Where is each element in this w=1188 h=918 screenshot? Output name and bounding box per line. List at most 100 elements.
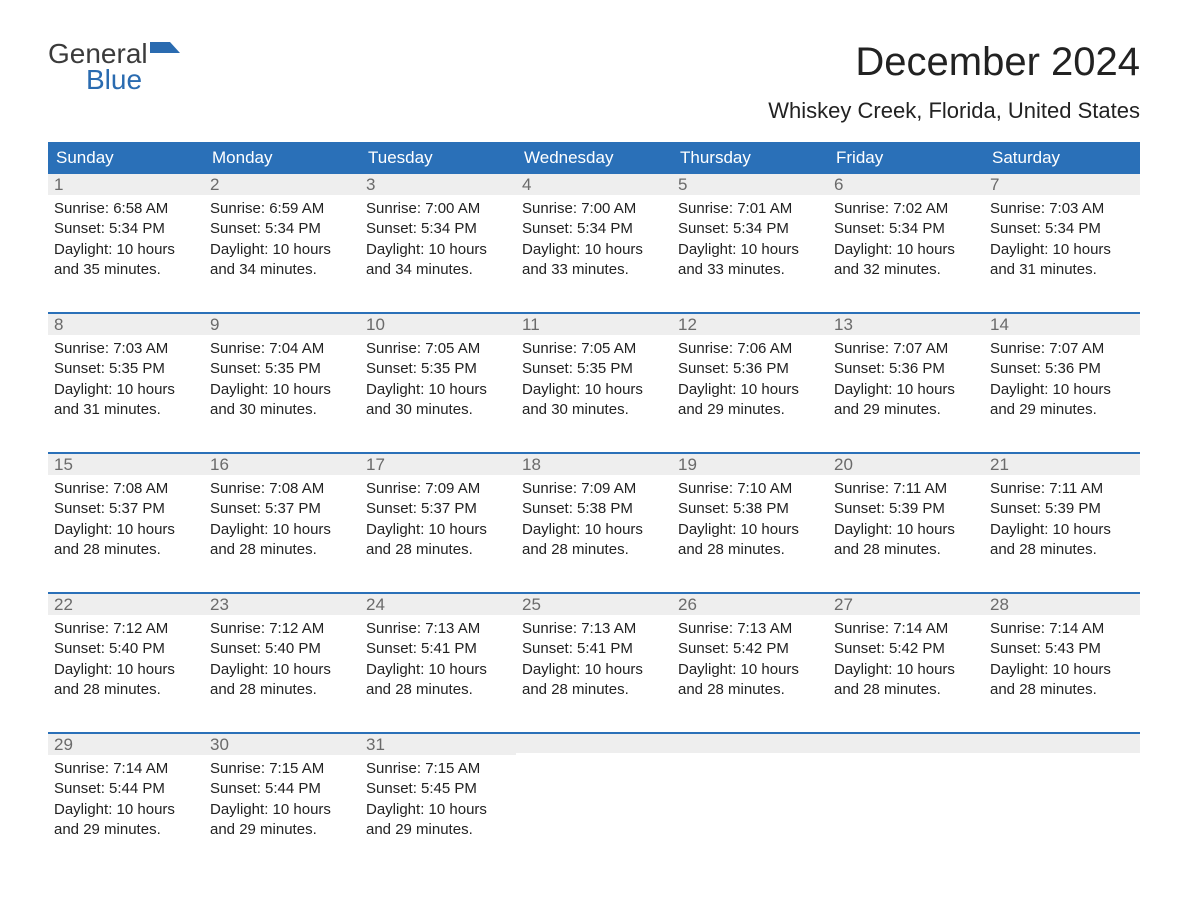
day-sunrise: Sunrise: 7:05 AM — [522, 339, 666, 359]
day-sunrise: Sunrise: 7:10 AM — [678, 479, 822, 499]
calendar-day-cell: 26Sunrise: 7:13 AMSunset: 5:42 PMDayligh… — [672, 594, 828, 714]
calendar-day-cell: 23Sunrise: 7:12 AMSunset: 5:40 PMDayligh… — [204, 594, 360, 714]
day-sunrise: Sunrise: 7:14 AM — [990, 619, 1134, 639]
day-sunrise: Sunrise: 6:58 AM — [54, 199, 198, 219]
calendar-day-cell: 9Sunrise: 7:04 AMSunset: 5:35 PMDaylight… — [204, 314, 360, 434]
logo: General Blue — [48, 40, 180, 94]
day-number: 12 — [678, 315, 697, 334]
day-dl2: and 34 minutes. — [210, 260, 354, 280]
day-dl1: Daylight: 10 hours — [54, 800, 198, 820]
calendar-day-cell: 14Sunrise: 7:07 AMSunset: 5:36 PMDayligh… — [984, 314, 1140, 434]
day-dl1: Daylight: 10 hours — [834, 520, 978, 540]
day-sunset: Sunset: 5:34 PM — [834, 219, 978, 239]
day-dl2: and 31 minutes. — [54, 400, 198, 420]
day-sunset: Sunset: 5:35 PM — [522, 359, 666, 379]
logo-blue: Blue — [86, 66, 148, 94]
day-sunrise: Sunrise: 7:13 AM — [678, 619, 822, 639]
day-header: Wednesday — [516, 142, 672, 174]
calendar-day-cell: 31Sunrise: 7:15 AMSunset: 5:45 PMDayligh… — [360, 734, 516, 854]
day-number: 25 — [522, 595, 541, 614]
day-body: Sunrise: 7:14 AMSunset: 5:44 PMDaylight:… — [48, 755, 204, 846]
calendar-day-cell: 5Sunrise: 7:01 AMSunset: 5:34 PMDaylight… — [672, 174, 828, 294]
calendar: SundayMondayTuesdayWednesdayThursdayFrid… — [48, 142, 1140, 854]
day-dl1: Daylight: 10 hours — [834, 380, 978, 400]
day-body: Sunrise: 7:00 AMSunset: 5:34 PMDaylight:… — [360, 195, 516, 286]
day-number: 27 — [834, 595, 853, 614]
day-sunset: Sunset: 5:41 PM — [366, 639, 510, 659]
day-dl2: and 29 minutes. — [678, 400, 822, 420]
day-number: 5 — [678, 175, 687, 194]
day-sunset: Sunset: 5:43 PM — [990, 639, 1134, 659]
day-body: Sunrise: 7:08 AMSunset: 5:37 PMDaylight:… — [48, 475, 204, 566]
day-sunrise: Sunrise: 7:13 AM — [366, 619, 510, 639]
day-number: 23 — [210, 595, 229, 614]
day-header: Thursday — [672, 142, 828, 174]
day-dl1: Daylight: 10 hours — [54, 520, 198, 540]
day-body: Sunrise: 7:14 AMSunset: 5:43 PMDaylight:… — [984, 615, 1140, 706]
day-number: 9 — [210, 315, 219, 334]
day-dl1: Daylight: 10 hours — [210, 380, 354, 400]
day-body: Sunrise: 7:09 AMSunset: 5:37 PMDaylight:… — [360, 475, 516, 566]
day-header: Sunday — [48, 142, 204, 174]
day-sunset: Sunset: 5:37 PM — [366, 499, 510, 519]
calendar-day-cell: 3Sunrise: 7:00 AMSunset: 5:34 PMDaylight… — [360, 174, 516, 294]
day-dl1: Daylight: 10 hours — [210, 660, 354, 680]
day-dl1: Daylight: 10 hours — [678, 240, 822, 260]
calendar-day-cell: 7Sunrise: 7:03 AMSunset: 5:34 PMDaylight… — [984, 174, 1140, 294]
day-sunset: Sunset: 5:44 PM — [210, 779, 354, 799]
day-number: 3 — [366, 175, 375, 194]
day-body: Sunrise: 7:07 AMSunset: 5:36 PMDaylight:… — [828, 335, 984, 426]
day-header: Friday — [828, 142, 984, 174]
day-sunset: Sunset: 5:45 PM — [366, 779, 510, 799]
day-sunset: Sunset: 5:36 PM — [678, 359, 822, 379]
calendar-day-cell — [516, 734, 672, 854]
day-number: 1 — [54, 175, 63, 194]
day-number: 7 — [990, 175, 999, 194]
day-sunset: Sunset: 5:37 PM — [210, 499, 354, 519]
day-sunset: Sunset: 5:34 PM — [990, 219, 1134, 239]
day-sunset: Sunset: 5:37 PM — [54, 499, 198, 519]
day-sunrise: Sunrise: 7:02 AM — [834, 199, 978, 219]
day-body: Sunrise: 7:07 AMSunset: 5:36 PMDaylight:… — [984, 335, 1140, 426]
day-body: Sunrise: 7:12 AMSunset: 5:40 PMDaylight:… — [204, 615, 360, 706]
calendar-day-cell: 10Sunrise: 7:05 AMSunset: 5:35 PMDayligh… — [360, 314, 516, 434]
day-number: 19 — [678, 455, 697, 474]
day-dl1: Daylight: 10 hours — [210, 520, 354, 540]
day-dl1: Daylight: 10 hours — [366, 240, 510, 260]
day-sunrise: Sunrise: 7:06 AM — [678, 339, 822, 359]
day-dl2: and 30 minutes. — [210, 400, 354, 420]
day-number: 31 — [366, 735, 385, 754]
day-dl1: Daylight: 10 hours — [522, 240, 666, 260]
day-dl2: and 32 minutes. — [834, 260, 978, 280]
day-dl2: and 29 minutes. — [366, 820, 510, 840]
calendar-day-cell: 22Sunrise: 7:12 AMSunset: 5:40 PMDayligh… — [48, 594, 204, 714]
day-sunrise: Sunrise: 7:08 AM — [54, 479, 198, 499]
empty-day-num-row — [516, 734, 672, 753]
day-body: Sunrise: 7:13 AMSunset: 5:41 PMDaylight:… — [516, 615, 672, 706]
day-body: Sunrise: 7:03 AMSunset: 5:35 PMDaylight:… — [48, 335, 204, 426]
day-body: Sunrise: 7:04 AMSunset: 5:35 PMDaylight:… — [204, 335, 360, 426]
calendar-day-cell: 21Sunrise: 7:11 AMSunset: 5:39 PMDayligh… — [984, 454, 1140, 574]
day-dl1: Daylight: 10 hours — [366, 800, 510, 820]
day-dl1: Daylight: 10 hours — [366, 520, 510, 540]
day-sunrise: Sunrise: 7:14 AM — [54, 759, 198, 779]
day-sunrise: Sunrise: 7:08 AM — [210, 479, 354, 499]
day-sunset: Sunset: 5:38 PM — [522, 499, 666, 519]
day-dl2: and 28 minutes. — [54, 680, 198, 700]
day-dl1: Daylight: 10 hours — [990, 660, 1134, 680]
calendar-day-cell: 20Sunrise: 7:11 AMSunset: 5:39 PMDayligh… — [828, 454, 984, 574]
day-number: 18 — [522, 455, 541, 474]
day-number: 11 — [522, 315, 540, 334]
calendar-day-cell: 29Sunrise: 7:14 AMSunset: 5:44 PMDayligh… — [48, 734, 204, 854]
page-subtitle: Whiskey Creek, Florida, United States — [48, 98, 1140, 124]
day-number: 8 — [54, 315, 63, 334]
empty-day-num-row — [828, 734, 984, 753]
logo-flag-icon — [150, 42, 180, 64]
day-dl1: Daylight: 10 hours — [522, 660, 666, 680]
day-number: 24 — [366, 595, 385, 614]
day-body: Sunrise: 7:11 AMSunset: 5:39 PMDaylight:… — [828, 475, 984, 566]
day-dl1: Daylight: 10 hours — [834, 240, 978, 260]
day-number: 2 — [210, 175, 219, 194]
calendar-day-cell: 8Sunrise: 7:03 AMSunset: 5:35 PMDaylight… — [48, 314, 204, 434]
day-dl1: Daylight: 10 hours — [522, 380, 666, 400]
